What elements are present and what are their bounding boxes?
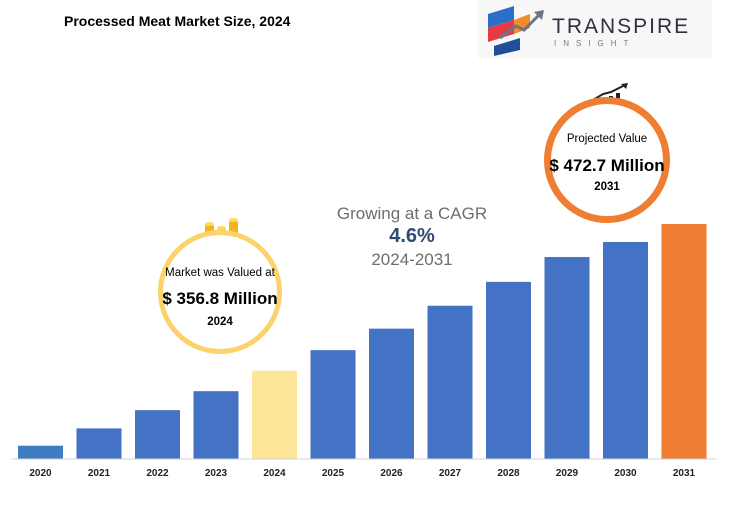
bar-2022 bbox=[135, 410, 180, 459]
bar-2029 bbox=[544, 257, 590, 459]
bar-2030 bbox=[603, 241, 648, 459]
x-tick-label: 2027 bbox=[439, 468, 462, 479]
x-tick-label: 2029 bbox=[556, 468, 579, 479]
bar-2024 bbox=[252, 370, 297, 459]
valued-label: Market was Valued at bbox=[165, 267, 275, 279]
logo-mark-icon bbox=[488, 6, 544, 56]
cagr-annotation: Growing at a CAGR 4.6% 2024-2031 bbox=[312, 204, 512, 270]
x-tick-label: 2031 bbox=[673, 468, 696, 479]
valued-callout: Market was Valued at $ 356.8 Million 202… bbox=[158, 230, 282, 354]
company-logo: TRANSPIRE INSIGHT bbox=[478, 0, 712, 58]
bar-2023 bbox=[193, 391, 239, 459]
cagr-text: Growing at a CAGR bbox=[336, 204, 488, 223]
x-tick-label: 2030 bbox=[614, 468, 637, 479]
chart-title: Processed Meat Market Size, 2024 bbox=[64, 13, 291, 29]
x-tick-label: 2023 bbox=[205, 468, 228, 479]
logo-subtitle: INSIGHT bbox=[554, 39, 636, 48]
valued-year: 2024 bbox=[207, 316, 233, 328]
bar-2028 bbox=[486, 281, 531, 459]
projected-label: Projected Value bbox=[566, 133, 648, 145]
x-tick-label: 2024 bbox=[263, 468, 286, 479]
cagr-value: 4.6% bbox=[389, 225, 435, 247]
x-tick-label: 2022 bbox=[146, 468, 169, 479]
x-tick-labels: 2020 2021 2022 2023 2024 2025 2026 2027 2028 2029… bbox=[29, 468, 695, 479]
x-tick-label: 2021 bbox=[88, 468, 111, 479]
x-tick-label: 2026 bbox=[380, 468, 403, 479]
bar-2027 bbox=[427, 305, 473, 459]
cagr-period: 2024-2031 bbox=[371, 250, 453, 269]
logo-wordmark: TRANSPIRE bbox=[552, 15, 691, 38]
bar-2026 bbox=[369, 328, 414, 459]
bar-2025 bbox=[310, 350, 356, 459]
projected-callout: Projected Value $ 472.7 Million 2031 bbox=[544, 97, 670, 223]
x-tick-label: 2020 bbox=[29, 468, 52, 479]
valued-amount: $ 356.8 Million bbox=[162, 289, 278, 308]
projected-amount: $ 472.7 Million bbox=[549, 156, 665, 175]
bar-2020 bbox=[18, 445, 63, 459]
x-tick-label: 2028 bbox=[497, 468, 520, 479]
x-tick-label: 2025 bbox=[322, 468, 345, 479]
bar-2021 bbox=[76, 428, 122, 459]
bar-2031 bbox=[661, 224, 707, 459]
bars-group bbox=[18, 224, 707, 459]
projected-year: 2031 bbox=[594, 181, 620, 193]
